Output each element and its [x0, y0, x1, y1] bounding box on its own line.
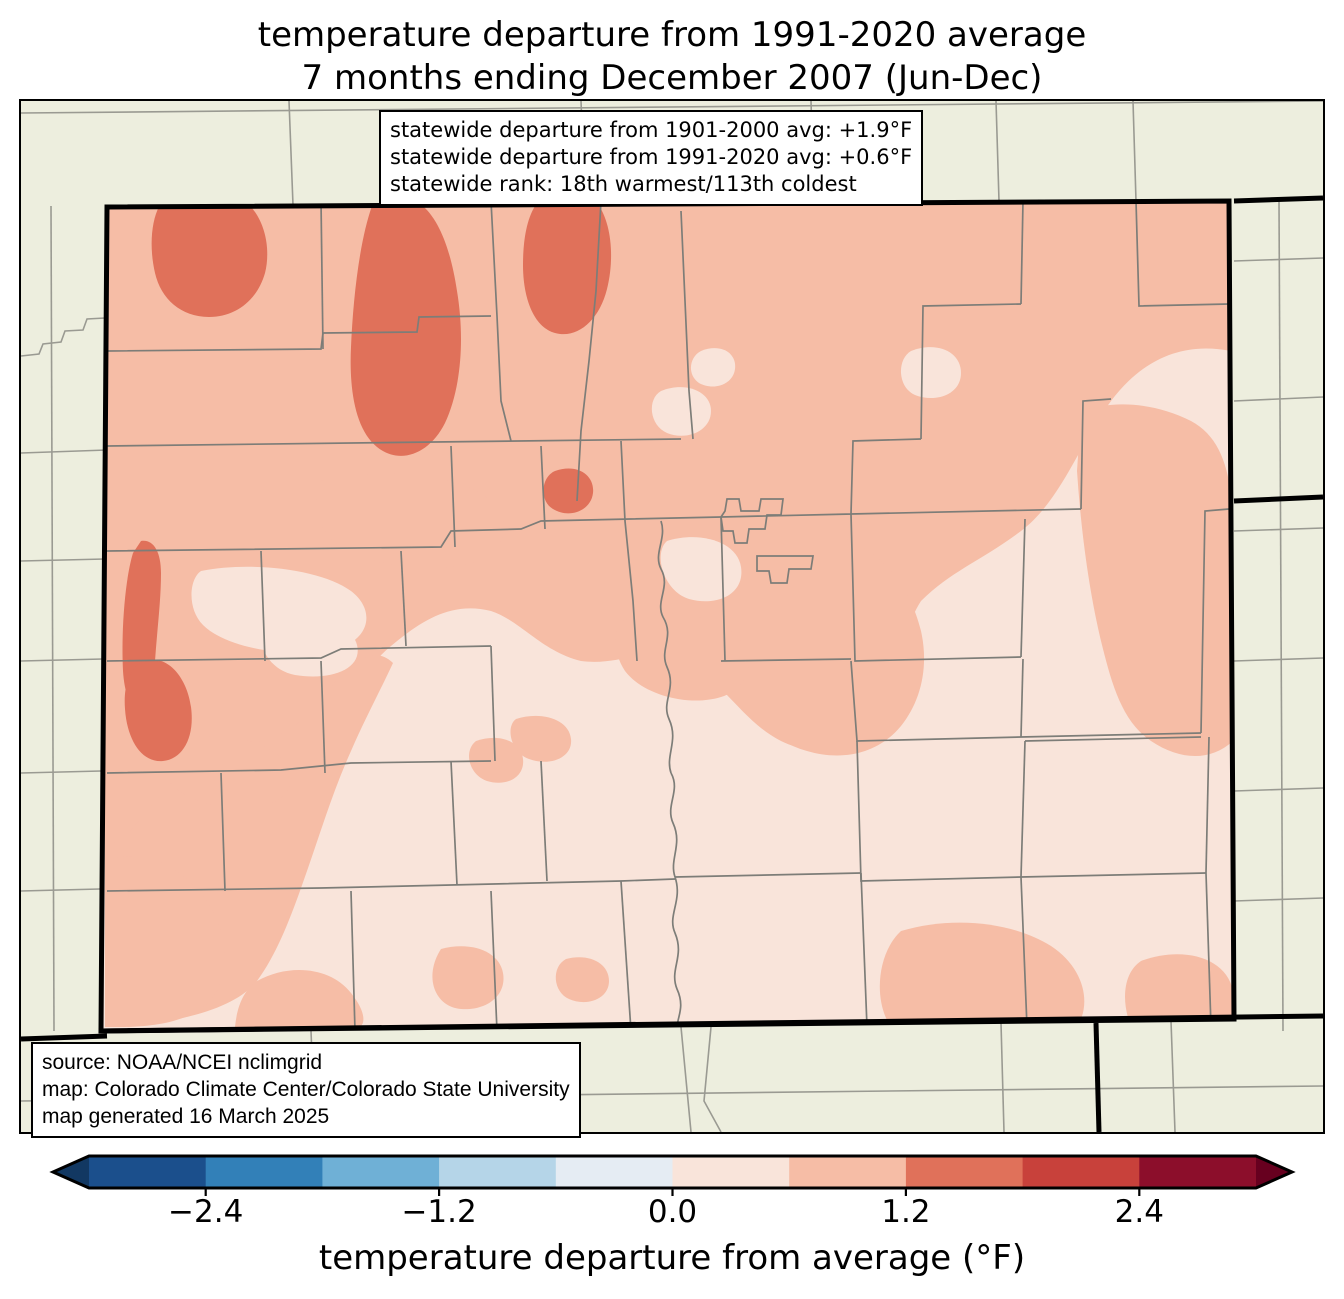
- colorbar: −2.4 −1.2 0.0 1.2 2.4 temperature departure …: [0, 1148, 1344, 1298]
- stats-line-2: statewide departure from 1991-2020 avg: …: [390, 145, 913, 169]
- colorbar-band-1: [205, 1156, 323, 1188]
- county-boundaries: [106, 201, 1230, 1031]
- temperature-anomaly-fill: [101, 201, 1234, 1031]
- source-line-2: map: Colorado Climate Center/Colorado St…: [42, 1078, 570, 1101]
- colorbar-band-0: [89, 1156, 207, 1188]
- statewide-stats-box: statewide departure from 1901-2000 avg: …: [379, 110, 924, 206]
- colorbar-swatches: [49, 1154, 1296, 1196]
- band-1p2-to-1p8: [122, 203, 612, 762]
- colorbar-tick-label-3: 1.2: [881, 1194, 931, 1230]
- band-0p0-to-0p6-holes: [191, 347, 961, 756]
- colorbar-tick-label-1: −1.2: [401, 1194, 477, 1230]
- colorbar-tick-label-4: 2.4: [1114, 1194, 1164, 1230]
- title-line-2: 7 months ending December 2007 (Jun-Dec): [301, 58, 1043, 98]
- colorbar-over-arrow: [1256, 1156, 1292, 1188]
- colorbar-tick-label-2: 0.0: [647, 1194, 698, 1230]
- colorbar-band-2: [322, 1156, 440, 1188]
- figure-title: temperature departure from 1991-2020 ave…: [0, 14, 1344, 100]
- colorbar-outline: [49, 1154, 1296, 1190]
- neighbor-state-borders: [21, 195, 1323, 1132]
- source-line-3: map generated 16 March 2025: [42, 1105, 330, 1128]
- colorbar-band-4: [555, 1156, 674, 1188]
- source-line-1: source: NOAA/NCEI nclimgrid: [42, 1051, 323, 1074]
- colorbar-band-6: [789, 1156, 907, 1188]
- map-panel: [19, 99, 1325, 1134]
- colorbar-band-group: [49, 1154, 1296, 1190]
- stats-line-1: statewide departure from 1901-2000 avg: …: [390, 118, 913, 142]
- colorbar-tick-marks: [204, 1188, 1141, 1196]
- colorado-choropleth-map: [21, 101, 1323, 1132]
- colorbar-tick-labels: −2.4 −1.2 0.0 1.2 2.4: [0, 1194, 1344, 1234]
- colorbar-tick-label-0: −2.4: [168, 1194, 244, 1230]
- colorbar-band-7: [905, 1156, 1024, 1188]
- title-line-1: temperature departure from 1991-2020 ave…: [257, 15, 1087, 55]
- colorbar-band-3: [439, 1156, 557, 1188]
- colorbar-band-5: [672, 1156, 790, 1188]
- colorbar-band-8: [1022, 1156, 1140, 1188]
- stats-line-3: statewide rank: 18th warmest/113th colde…: [390, 172, 857, 196]
- colorbar-band-9: [1139, 1156, 1257, 1188]
- colorbar-under-arrow: [53, 1156, 89, 1188]
- colorbar-axis-label: temperature departure from average (°F): [318, 1238, 1026, 1278]
- source-credit-box: source: NOAA/NCEI nclimgrid map: Colorad…: [31, 1042, 581, 1138]
